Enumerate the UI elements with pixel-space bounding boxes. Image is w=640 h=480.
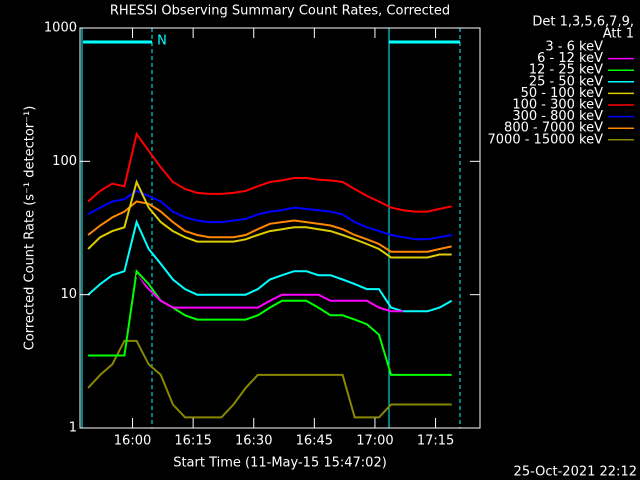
plot-area: [87, 131, 453, 419]
x-axis-label: Start Time (11-May-15 15:47:02): [173, 456, 387, 471]
series-line: [87, 200, 452, 253]
axis-frame: [79, 27, 481, 429]
y-tick-label: 1000: [44, 21, 77, 36]
x-tick-label: 16:45: [296, 434, 333, 449]
attenuator-markers: [81, 28, 461, 428]
legend-label: 300 - 800 keV: [512, 109, 603, 124]
series-line: [87, 131, 452, 213]
x-tick-label: 16:00: [114, 434, 151, 449]
legend-label: 100 - 300 keV: [512, 98, 603, 113]
y-tick-label: 100: [52, 154, 77, 169]
series-line: [87, 219, 453, 313]
chart-title: RHESSI Observing Summary Count Rates, Co…: [110, 4, 450, 19]
legend-label: 25 - 50 keV: [529, 74, 603, 89]
x-tick-label: 17:00: [356, 434, 393, 449]
y-tick-label: 1: [69, 421, 77, 436]
legend-label: 6 - 12 keV: [537, 51, 603, 66]
legend-label: 7000 - 15000 keV: [488, 132, 604, 147]
legend-header: Att 1: [603, 27, 634, 42]
timestamp: 25-Oct-2021 22:12: [514, 465, 637, 480]
series-line: [87, 179, 452, 259]
y-axis-label: Corrected Count Rate (s⁻¹ detector⁻¹): [23, 106, 38, 351]
series-line: [87, 189, 452, 241]
series-line: [135, 274, 380, 342]
legend-label: 3 - 6 keV: [545, 40, 603, 55]
legend-label: 800 - 7000 keV: [504, 121, 603, 136]
series-line: [135, 274, 404, 313]
legend-label: 50 - 100 keV: [521, 86, 604, 101]
series-line: [87, 339, 452, 419]
x-tick-label: 16:15: [174, 434, 211, 449]
x-tick-label: 16:30: [235, 434, 272, 449]
series-line: [88, 269, 452, 376]
annotation: N: [157, 34, 167, 49]
y-tick-label: 10: [60, 287, 77, 302]
legend-label: 12 - 25 keV: [529, 63, 603, 78]
legend-header: Det 1,3,5,6,7,9,: [532, 15, 634, 30]
x-tick-label: 17:15: [417, 434, 454, 449]
